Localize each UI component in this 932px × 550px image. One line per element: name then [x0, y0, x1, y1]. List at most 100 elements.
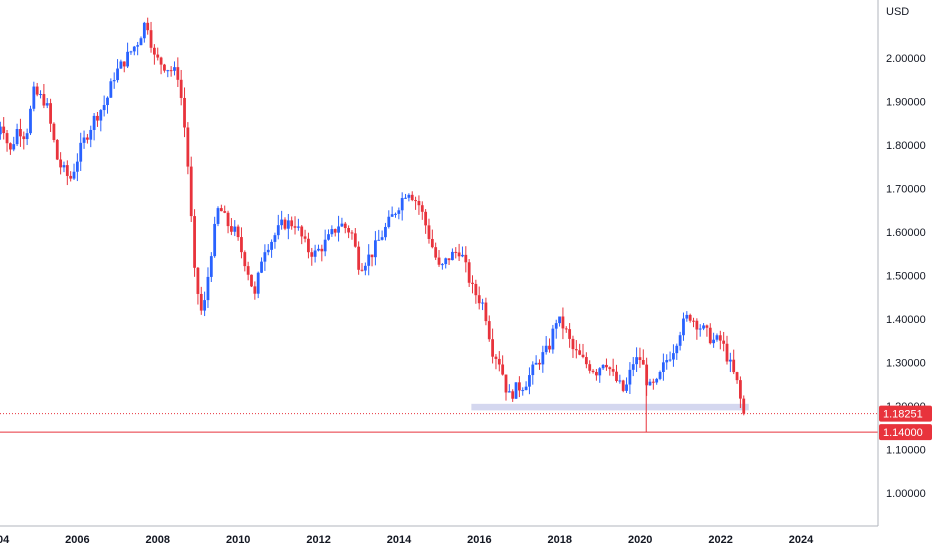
- candle: [615, 364, 618, 383]
- candle-body: [65, 165, 69, 176]
- y-tick-label: 1.40000: [886, 314, 926, 326]
- candle-body: [307, 238, 310, 253]
- candle: [440, 262, 444, 270]
- candle: [216, 206, 220, 227]
- x-axis-ticks[interactable]: 2004 2006 2008 2010 2012 2014 2016 2018 2020 2022…: [0, 534, 814, 546]
- candle: [152, 44, 156, 65]
- candle-body: [538, 362, 541, 365]
- candle: [363, 262, 367, 276]
- candle-body: [193, 216, 196, 268]
- candle: [631, 357, 635, 377]
- candle-body: [672, 353, 675, 360]
- candle: [481, 298, 484, 311]
- candle: [129, 50, 133, 55]
- candle-body: [608, 367, 612, 370]
- candle: [678, 331, 682, 351]
- candle: [628, 362, 632, 394]
- y-tick-label: 2.00000: [886, 53, 926, 65]
- price-lines-layer: [0, 413, 878, 433]
- candle-body: [320, 248, 324, 252]
- candle: [715, 333, 719, 342]
- candle-body: [528, 375, 531, 387]
- candle-body: [655, 378, 659, 383]
- candle: [317, 244, 320, 252]
- candle-body: [82, 137, 86, 143]
- candle-body: [253, 286, 257, 294]
- candle-body: [350, 232, 354, 234]
- candle: [360, 263, 364, 272]
- candle-body: [310, 252, 314, 257]
- candle-body: [645, 364, 649, 386]
- candle: [511, 389, 515, 402]
- candle-body: [189, 166, 193, 217]
- candle-body: [390, 214, 394, 217]
- y-tick-label: 1.60000: [886, 227, 926, 239]
- candle: [132, 45, 136, 56]
- candle-body: [548, 345, 551, 350]
- candle: [390, 206, 394, 217]
- candle: [79, 132, 83, 171]
- candle-body: [739, 380, 742, 399]
- candle-body: [725, 343, 729, 362]
- candle: [538, 359, 541, 370]
- y-tick-label: 1.10000: [886, 445, 926, 457]
- candle-body: [658, 371, 662, 379]
- candle-body: [5, 133, 9, 144]
- candle: [474, 279, 478, 304]
- candle-body: [571, 338, 575, 350]
- candle: [424, 209, 428, 234]
- candle: [176, 57, 180, 88]
- candle: [173, 61, 176, 76]
- candle-body: [477, 295, 481, 304]
- candle-body: [661, 362, 665, 372]
- candle-body: [464, 254, 468, 263]
- candle-body: [276, 225, 280, 236]
- candle: [82, 130, 86, 149]
- candle-body: [487, 321, 491, 340]
- candle: [65, 160, 69, 186]
- candle: [236, 224, 240, 241]
- candle: [414, 196, 417, 210]
- candle: [384, 222, 387, 241]
- candle-body: [72, 171, 76, 179]
- candle: [437, 250, 441, 267]
- candle-body: [273, 235, 277, 242]
- candle: [377, 229, 381, 241]
- candle-body: [625, 384, 628, 391]
- candle: [718, 330, 722, 350]
- candle-body: [240, 237, 243, 253]
- axes-layer: USD: [0, 0, 909, 527]
- candle-body: [203, 300, 207, 311]
- candle-body: [618, 380, 622, 382]
- candle-body: [491, 339, 495, 357]
- candle-body: [628, 369, 632, 385]
- candle-body: [437, 257, 441, 265]
- candle: [705, 324, 709, 337]
- candle: [574, 340, 578, 359]
- candle-body: [708, 327, 712, 344]
- candle: [183, 87, 186, 138]
- candle: [246, 261, 250, 281]
- candle: [357, 241, 361, 275]
- candle: [75, 153, 79, 182]
- level-price-badge: 1.14000: [879, 424, 932, 441]
- candle: [250, 274, 253, 288]
- candle-body: [735, 372, 739, 381]
- candle-body: [62, 165, 66, 168]
- candle: [102, 95, 106, 117]
- candle-body: [330, 229, 334, 235]
- candle-body: [159, 57, 163, 65]
- candle-body: [380, 237, 384, 240]
- x-tick-label: 2014: [387, 534, 412, 546]
- candle: [571, 335, 575, 358]
- candle-body: [8, 143, 12, 150]
- candle: [464, 246, 468, 273]
- candle: [243, 250, 247, 272]
- candle: [611, 358, 615, 377]
- candle-body: [25, 133, 29, 140]
- candle-body: [55, 139, 59, 160]
- candle-body: [588, 364, 592, 371]
- candle: [658, 370, 662, 381]
- candle: [380, 230, 384, 241]
